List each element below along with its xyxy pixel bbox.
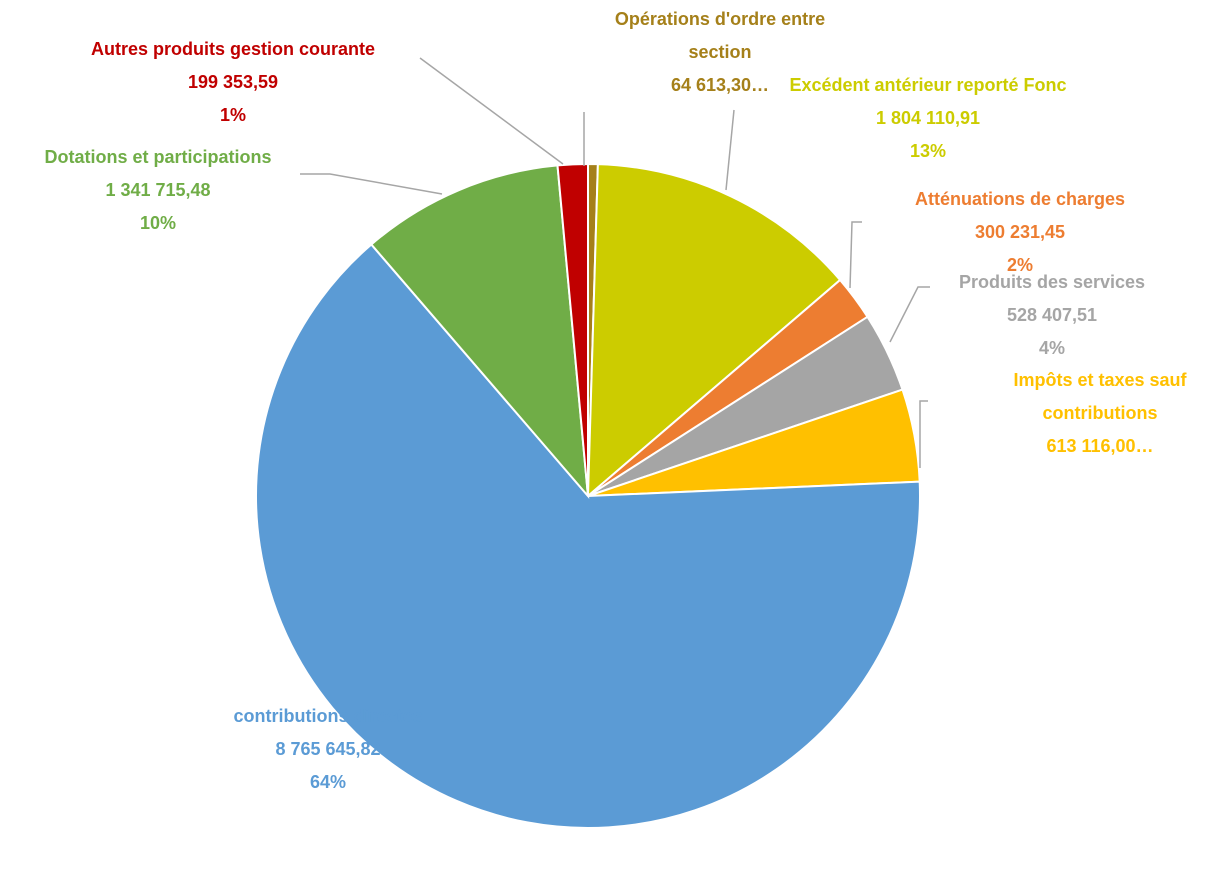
leader-line bbox=[919, 400, 928, 468]
data-label-value: 528 407,51 bbox=[1007, 305, 1097, 325]
data-label-name: contributions directes bbox=[233, 706, 422, 726]
leader-line bbox=[419, 57, 564, 165]
data-label-value: 613 116,00… bbox=[1046, 436, 1153, 456]
data-label-name: Produits des services bbox=[959, 272, 1145, 292]
data-label-percent: 10% bbox=[140, 213, 176, 233]
data-label-name-line: Opérations d'ordre entre bbox=[615, 9, 825, 29]
data-label-value: 300 231,45 bbox=[975, 222, 1065, 242]
leader-line bbox=[849, 221, 862, 289]
data-label-name-line: contributions bbox=[1043, 403, 1158, 423]
data-label-name: Impôts et taxes sauf contributions bbox=[1013, 370, 1187, 423]
data-label-value: 199 353,59 bbox=[188, 72, 278, 92]
data-label-name-line: Impôts et taxes sauf bbox=[1013, 370, 1187, 390]
pie-slice bbox=[556, 162, 589, 497]
data-label-value: 1 341 715,48 bbox=[105, 180, 210, 200]
leader-line bbox=[300, 173, 443, 195]
data-label-name: Dotations et participations bbox=[44, 147, 271, 167]
pie-slice bbox=[255, 243, 921, 829]
data-label-name: Atténuations de charges bbox=[915, 189, 1125, 209]
leader-line bbox=[725, 109, 735, 191]
pie-slice bbox=[586, 163, 842, 499]
data-label-percent: 1% bbox=[220, 105, 246, 125]
leader-line bbox=[889, 286, 930, 343]
pie-slice bbox=[369, 164, 590, 500]
data-label-name: Opérations d'ordre entre section bbox=[615, 9, 825, 62]
data-label-name: Excédent antérieur reporté Fonc bbox=[789, 75, 1066, 95]
data-label-percent: 4% bbox=[1039, 338, 1065, 358]
data-label-name-line: section bbox=[688, 42, 751, 62]
data-label-value: 8 765 645,82 bbox=[275, 739, 380, 759]
data-label-percent: 13% bbox=[910, 141, 946, 161]
data-label-percent: 64% bbox=[310, 772, 346, 792]
data-label-value: 1 804 110,91 bbox=[876, 108, 980, 128]
data-label-name: Autres produits gestion courante bbox=[91, 39, 375, 59]
data-label-percent: 2% bbox=[1007, 255, 1033, 275]
data-label-value: 64 613,30… bbox=[671, 75, 769, 95]
